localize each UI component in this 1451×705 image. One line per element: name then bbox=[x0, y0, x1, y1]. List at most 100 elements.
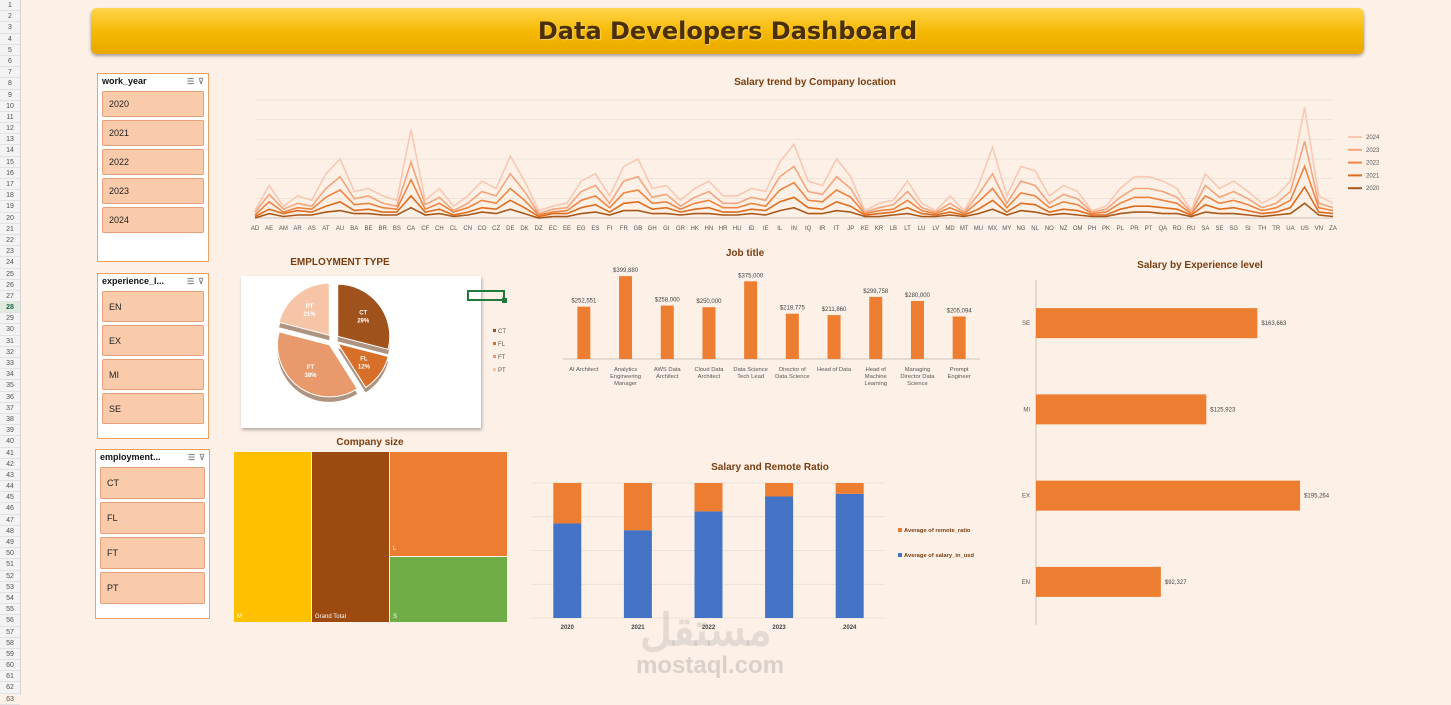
row-number[interactable]: 29 bbox=[0, 313, 20, 325]
row-number[interactable]: 33 bbox=[0, 358, 20, 370]
row-number[interactable]: 28 bbox=[0, 302, 20, 314]
slicer-item[interactable]: 2022 bbox=[102, 149, 204, 175]
row-number[interactable]: 11 bbox=[0, 112, 20, 124]
row-number[interactable]: 5 bbox=[0, 45, 20, 56]
row-number[interactable]: 53 bbox=[0, 582, 20, 593]
row-number[interactable]: 56 bbox=[0, 615, 20, 627]
row-number[interactable]: 19 bbox=[0, 201, 20, 213]
row-number[interactable]: 20 bbox=[0, 213, 20, 224]
slicer-item[interactable]: FT bbox=[100, 537, 205, 569]
slicer-item[interactable]: SE bbox=[102, 393, 204, 424]
x-tick-label: Analytics bbox=[614, 367, 637, 373]
selected-cell[interactable] bbox=[467, 290, 507, 303]
row-number[interactable]: 30 bbox=[0, 324, 20, 336]
row-number[interactable]: 42 bbox=[0, 459, 20, 470]
row-number[interactable]: 12 bbox=[0, 123, 20, 135]
row-number[interactable]: 23 bbox=[0, 246, 20, 258]
legend-label: 2021 bbox=[1366, 173, 1380, 179]
row-number[interactable]: 63 bbox=[0, 694, 20, 705]
row-number[interactable]: 57 bbox=[0, 627, 20, 638]
employment-type-slicer[interactable]: employment... ☰ ⊽ CT FL FT PT bbox=[95, 449, 210, 619]
slicer-item[interactable]: CT bbox=[100, 467, 205, 499]
row-number[interactable]: 50 bbox=[0, 548, 20, 560]
row-number[interactable]: 14 bbox=[0, 145, 20, 157]
row-number[interactable]: 22 bbox=[0, 235, 20, 247]
row-number[interactable]: 51 bbox=[0, 559, 20, 571]
slicer-item[interactable]: 2021 bbox=[102, 120, 204, 146]
row-number[interactable]: 36 bbox=[0, 392, 20, 403]
row-number[interactable]: 9 bbox=[0, 90, 20, 101]
pie-slice-FT bbox=[276, 331, 358, 398]
row-number[interactable]: 34 bbox=[0, 369, 20, 381]
row-number[interactable]: 35 bbox=[0, 380, 20, 392]
row-number[interactable]: 10 bbox=[0, 101, 20, 112]
bar-salary bbox=[553, 523, 582, 618]
bar bbox=[952, 316, 966, 359]
x-tick-label: AT bbox=[322, 226, 330, 232]
row-number[interactable]: 25 bbox=[0, 269, 20, 280]
row-number[interactable]: 7 bbox=[0, 67, 20, 79]
row-number[interactable]: 48 bbox=[0, 526, 20, 537]
row-number[interactable]: 41 bbox=[0, 448, 20, 459]
x-tick-label: PH bbox=[1088, 226, 1096, 232]
row-number[interactable]: 4 bbox=[0, 34, 20, 45]
row-number[interactable]: 17 bbox=[0, 179, 20, 191]
row-number[interactable]: 1 bbox=[0, 0, 20, 12]
row-number[interactable]: 6 bbox=[0, 56, 20, 68]
row-number[interactable]: 31 bbox=[0, 336, 20, 347]
slicer-item[interactable]: MI bbox=[102, 359, 204, 390]
row-number[interactable]: 38 bbox=[0, 414, 20, 426]
slicer-item[interactable]: EN bbox=[102, 291, 204, 322]
multi-select-icon[interactable]: ☰ bbox=[186, 76, 195, 86]
row-number[interactable]: 15 bbox=[0, 157, 20, 168]
clear-filter-icon[interactable]: ⊽ bbox=[198, 76, 204, 86]
x-tick-label: EC bbox=[549, 226, 558, 232]
slicer-item[interactable]: 2020 bbox=[102, 91, 204, 117]
row-number[interactable]: 2 bbox=[0, 11, 20, 23]
pie-slice-PT bbox=[278, 282, 330, 336]
row-number[interactable]: 32 bbox=[0, 347, 20, 358]
row-number[interactable]: 60 bbox=[0, 660, 20, 672]
row-number[interactable]: 49 bbox=[0, 537, 20, 549]
bar bbox=[1036, 308, 1258, 339]
x-tick-label: MU bbox=[974, 226, 983, 232]
row-number[interactable]: 46 bbox=[0, 503, 20, 515]
row-number[interactable]: 54 bbox=[0, 593, 20, 605]
slicer-item[interactable]: 2023 bbox=[102, 178, 204, 204]
row-number[interactable]: 13 bbox=[0, 134, 20, 146]
slicer-item[interactable]: PT bbox=[100, 572, 205, 604]
row-number[interactable]: 40 bbox=[0, 436, 20, 448]
row-number[interactable]: 52 bbox=[0, 571, 20, 582]
row-number[interactable]: 24 bbox=[0, 257, 20, 269]
row-number[interactable]: 55 bbox=[0, 604, 20, 616]
row-number[interactable]: 58 bbox=[0, 638, 20, 649]
row-number[interactable]: 21 bbox=[0, 224, 20, 235]
row-number[interactable]: 43 bbox=[0, 470, 20, 482]
multi-select-icon[interactable]: ☰ bbox=[186, 276, 195, 286]
row-number[interactable]: 59 bbox=[0, 649, 20, 661]
row-number[interactable]: 3 bbox=[0, 22, 20, 34]
work-year-slicer[interactable]: work_year ☰ ⊽ 2020 2021 2022 2023 2024 bbox=[97, 73, 209, 262]
row-number[interactable]: 39 bbox=[0, 425, 20, 437]
row-number[interactable]: 61 bbox=[0, 671, 20, 683]
slicer-item[interactable]: FL bbox=[100, 502, 205, 534]
slicer-item[interactable]: EX bbox=[102, 325, 204, 356]
slicer-item[interactable]: 2024 bbox=[102, 207, 204, 233]
row-number[interactable]: 26 bbox=[0, 280, 20, 291]
row-number[interactable]: 45 bbox=[0, 492, 20, 504]
row-number[interactable]: 47 bbox=[0, 515, 20, 526]
pie-percent: 29% bbox=[357, 319, 370, 325]
clear-filter-icon[interactable]: ⊽ bbox=[199, 452, 205, 462]
row-number[interactable]: 44 bbox=[0, 481, 20, 493]
row-number[interactable]: 18 bbox=[0, 190, 20, 202]
row-number[interactable]: 62 bbox=[0, 682, 20, 694]
x-tick-label: HU bbox=[733, 226, 742, 232]
row-number[interactable]: 37 bbox=[0, 403, 20, 414]
experience-level-slicer[interactable]: experience_l... ☰ ⊽ EN EX MI SE bbox=[97, 273, 209, 439]
clear-filter-icon[interactable]: ⊽ bbox=[198, 276, 204, 286]
row-number[interactable]: 16 bbox=[0, 168, 20, 179]
row-number[interactable]: 8 bbox=[0, 78, 20, 90]
multi-select-icon[interactable]: ☰ bbox=[187, 452, 196, 462]
bar bbox=[1036, 480, 1301, 511]
row-number[interactable]: 27 bbox=[0, 291, 20, 303]
